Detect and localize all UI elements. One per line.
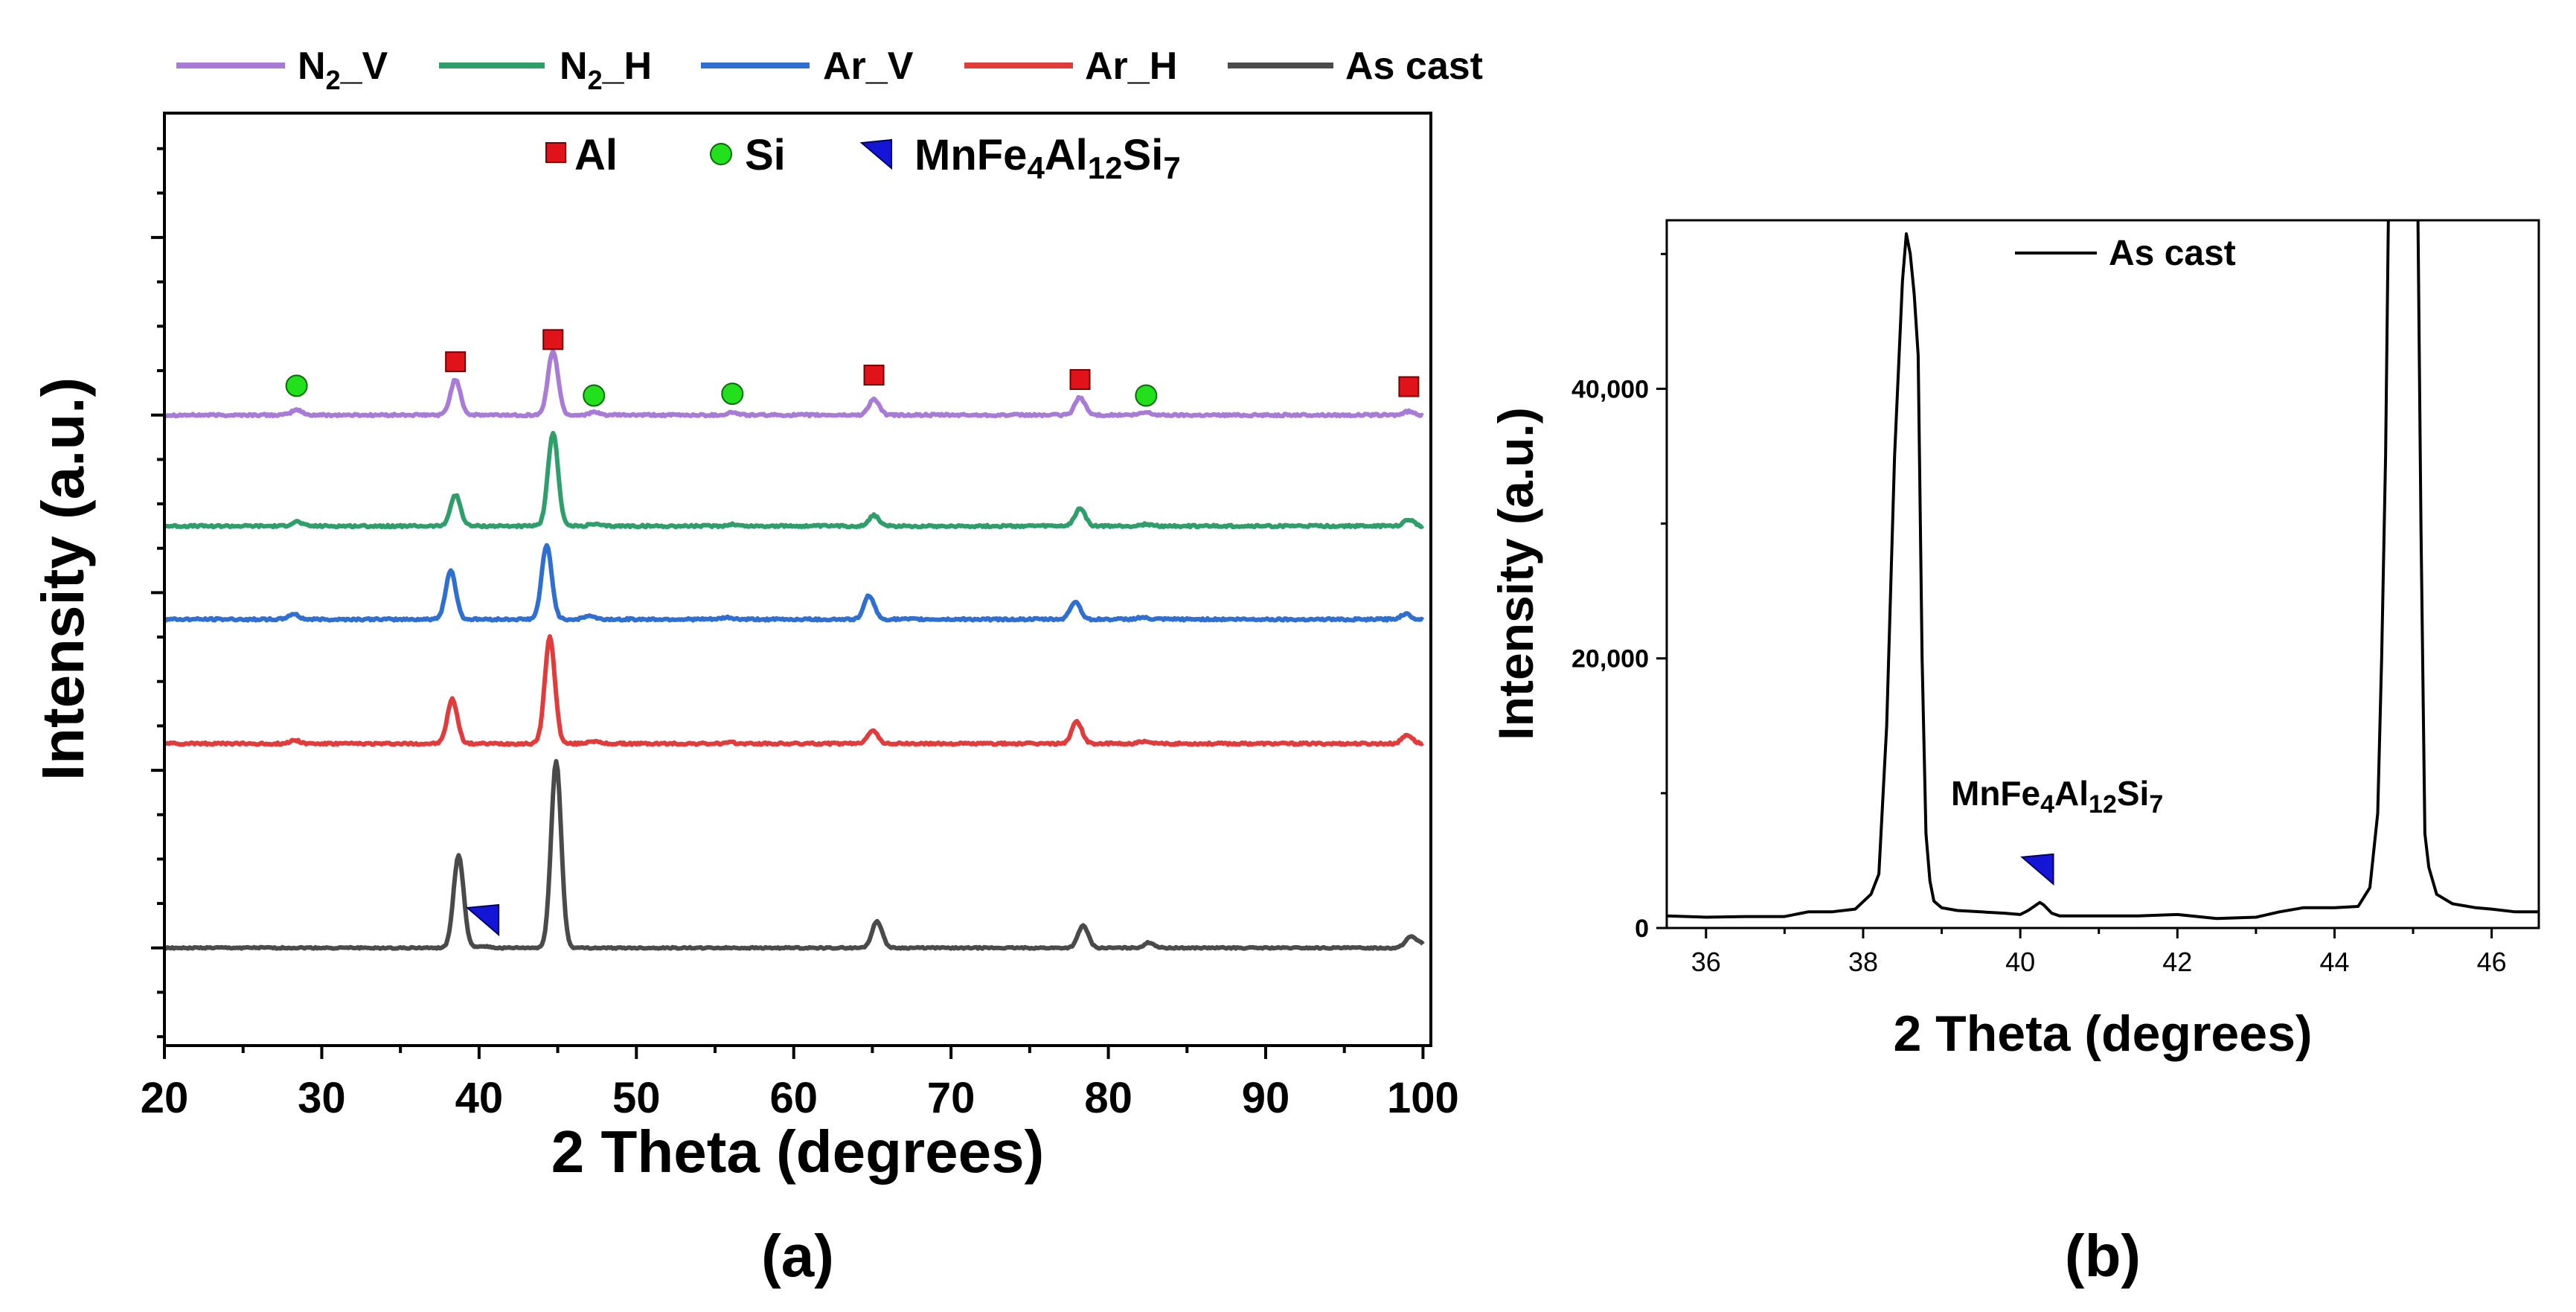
panel-label-b: (b) xyxy=(2065,1223,2141,1289)
mnfe4al12si7-marker xyxy=(465,903,500,937)
x-tick-label: 60 xyxy=(769,1074,818,1122)
x-tick-label: 70 xyxy=(927,1074,975,1122)
series-line-as-cast-b xyxy=(1667,220,2539,921)
x-tick-label: 40 xyxy=(2005,947,2035,977)
y-axis-label-b: Intensity (a.u.) xyxy=(1488,407,1543,740)
phase-legend-al: Al xyxy=(574,131,618,179)
x-tick-label: 44 xyxy=(2319,947,2349,977)
plot-b-series xyxy=(1667,220,2539,921)
x-tick-label: 38 xyxy=(1848,947,1878,977)
legend-label-ar-v: Ar_V xyxy=(823,45,914,88)
legend-label-n2-v: N2_V xyxy=(298,45,388,95)
x-axis-label-a: 2 Theta (degrees) xyxy=(551,1119,1044,1185)
plot-b-markers xyxy=(2020,853,2054,886)
legend-label-b-as-cast: As cast xyxy=(2109,234,2236,273)
al-marker xyxy=(542,329,564,351)
plot-a-frame xyxy=(163,112,1432,1047)
plot-a-markers xyxy=(285,329,1420,937)
x-tick-label: 46 xyxy=(2477,947,2507,977)
x-tick-label: 20 xyxy=(141,1074,189,1122)
si-marker xyxy=(1135,384,1158,407)
series-line-n2_h xyxy=(164,431,1425,530)
legend-item: Ar_H xyxy=(964,45,1177,88)
al-marker xyxy=(863,365,885,386)
legend-label-ar-h: Ar_H xyxy=(1085,45,1177,88)
panel-label-a: (a) xyxy=(761,1223,834,1289)
legend-item: N2_V xyxy=(176,45,388,95)
plot-a-xticks: 20 30 40 50 60 70 80 90 100 xyxy=(141,1046,1459,1122)
al-marker xyxy=(1069,369,1091,390)
legend-label-as-cast: As cast xyxy=(1345,45,1483,88)
annotation-mnfe4al12si7: MnFe4Al12Si7 xyxy=(1951,774,2163,819)
y-tick-label: 20,000 xyxy=(1571,645,1649,673)
legend-item: Ar_V xyxy=(701,45,914,88)
x-tick-label: 40 xyxy=(455,1074,504,1122)
x-tick-label: 100 xyxy=(1387,1074,1459,1122)
panel-b: 0 20,000 40,000 36 38 40 42 44 46 As cast MnFe4… xyxy=(1488,219,2540,1289)
y-axis-label-a: Intensity (a.u.) xyxy=(30,377,96,781)
series-line-n2_v xyxy=(163,349,1424,419)
al-marker xyxy=(1398,376,1420,397)
x-tick-label: 50 xyxy=(612,1074,661,1122)
panel-a: N2_V N2_H Ar_V Ar_H As cast Al S xyxy=(30,45,1483,1289)
x-axis-label-b: 2 Theta (degrees) xyxy=(1893,1005,2312,1062)
phase-legend-mnfe4al12si7: MnFe4Al12Si7 xyxy=(914,131,1181,185)
plot-b-frame xyxy=(1665,219,2540,929)
si-marker xyxy=(721,383,744,406)
al-marker xyxy=(445,351,467,373)
x-tick-label: 30 xyxy=(298,1074,346,1122)
series-line-ar_h xyxy=(164,634,1424,747)
x-tick-label: 36 xyxy=(1691,947,1721,977)
phase-legend-si: Si xyxy=(745,131,786,179)
si-marker xyxy=(583,384,606,407)
plot-b-yticks: 0 20,000 40,000 xyxy=(1571,252,1667,943)
y-tick-label: 40,000 xyxy=(1571,375,1649,403)
mn-triangle-icon xyxy=(859,138,892,170)
plot-b-xticks: 36 38 40 42 44 46 xyxy=(1691,928,2507,977)
mnfe4al12si7-marker xyxy=(2020,853,2054,886)
legend-item: N2_H xyxy=(439,45,652,95)
plot-a-yticks xyxy=(151,147,164,1039)
legend-a: N2_V N2_H Ar_V Ar_H As cast xyxy=(176,45,1483,95)
plot-a-series xyxy=(163,349,1425,951)
legend-item: As cast xyxy=(1228,45,1483,88)
series-line-as-cast xyxy=(164,758,1425,951)
si-circle-icon xyxy=(710,143,732,165)
x-tick-label: 42 xyxy=(2162,947,2192,977)
phase-legend: Al Si MnFe4Al12Si7 xyxy=(545,131,1181,185)
legend-label-n2-h: N2_H xyxy=(560,45,652,95)
al-square-icon xyxy=(545,142,566,163)
x-tick-label: 90 xyxy=(1242,1074,1290,1122)
legend-b: As cast xyxy=(2015,234,2236,273)
y-tick-label: 0 xyxy=(1635,915,1649,943)
si-marker xyxy=(285,374,308,397)
series-line-ar_v xyxy=(163,543,1425,623)
x-tick-label: 80 xyxy=(1084,1074,1132,1122)
